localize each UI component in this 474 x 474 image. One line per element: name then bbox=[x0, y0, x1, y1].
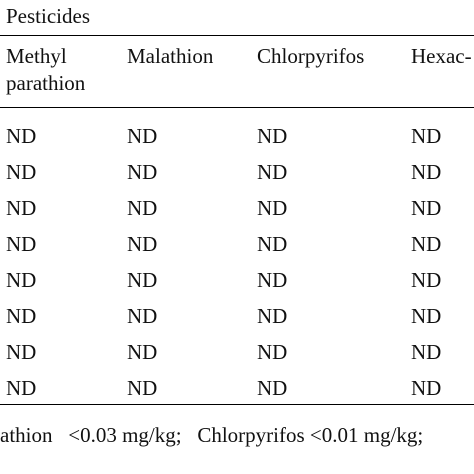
col-header-malathion: Malathion bbox=[127, 44, 214, 68]
table-cell: ND bbox=[6, 376, 37, 400]
table-cell: ND bbox=[127, 124, 158, 148]
table-cell: ND bbox=[257, 304, 288, 328]
table-cell: ND bbox=[127, 340, 158, 364]
table-cell: ND bbox=[257, 340, 288, 364]
table-row: ND ND ND ND bbox=[0, 226, 474, 262]
col-header-chlorpyrifos: Chlorpyrifos bbox=[257, 44, 365, 68]
table-cell: ND bbox=[257, 268, 288, 292]
table-row: ND ND ND ND bbox=[0, 370, 474, 406]
table-row: ND ND ND ND bbox=[0, 154, 474, 190]
table-cell: ND bbox=[411, 196, 442, 220]
table-cell: ND bbox=[127, 376, 158, 400]
table-cell: ND bbox=[257, 124, 288, 148]
footnote: athion <0.03 mg/kg; Chlorpyrifos <0.01 m… bbox=[0, 423, 424, 447]
table-cell: ND bbox=[257, 232, 288, 256]
table-cell: ND bbox=[6, 196, 37, 220]
table-cell: ND bbox=[127, 196, 158, 220]
table-cell: ND bbox=[257, 196, 288, 220]
table-row: ND ND ND ND bbox=[0, 262, 474, 298]
table-cell: ND bbox=[411, 232, 442, 256]
table-row: ND ND ND ND bbox=[0, 190, 474, 226]
group-header: Pesticides bbox=[6, 4, 90, 28]
table-cell: ND bbox=[411, 376, 442, 400]
table-cell: ND bbox=[6, 232, 37, 256]
col-header-methyl-parathion-line1: Methyl bbox=[6, 44, 67, 68]
table-cell: ND bbox=[411, 124, 442, 148]
table-cell: ND bbox=[257, 376, 288, 400]
table-cell: ND bbox=[257, 160, 288, 184]
table-cell: ND bbox=[6, 160, 37, 184]
col-header-hexac: Hexac- bbox=[411, 44, 472, 68]
table-cell: ND bbox=[411, 160, 442, 184]
table-cell: ND bbox=[6, 124, 37, 148]
table-cell: ND bbox=[127, 268, 158, 292]
top-rule bbox=[0, 35, 474, 36]
table-row: ND ND ND ND bbox=[0, 334, 474, 370]
table-cell: ND bbox=[127, 304, 158, 328]
table-cell: ND bbox=[411, 340, 442, 364]
table-cell: ND bbox=[411, 268, 442, 292]
table-row: ND ND ND ND bbox=[0, 298, 474, 334]
table-cell: ND bbox=[127, 232, 158, 256]
bottom-rule bbox=[0, 404, 474, 405]
header-rule bbox=[0, 107, 474, 108]
table-cell: ND bbox=[6, 340, 37, 364]
table-cell: ND bbox=[6, 268, 37, 292]
table-cell: ND bbox=[411, 304, 442, 328]
table-cell: ND bbox=[127, 160, 158, 184]
col-header-methyl-parathion-line2: parathion bbox=[6, 71, 86, 95]
table-cell: ND bbox=[6, 304, 37, 328]
table-row: ND ND ND ND bbox=[0, 118, 474, 154]
